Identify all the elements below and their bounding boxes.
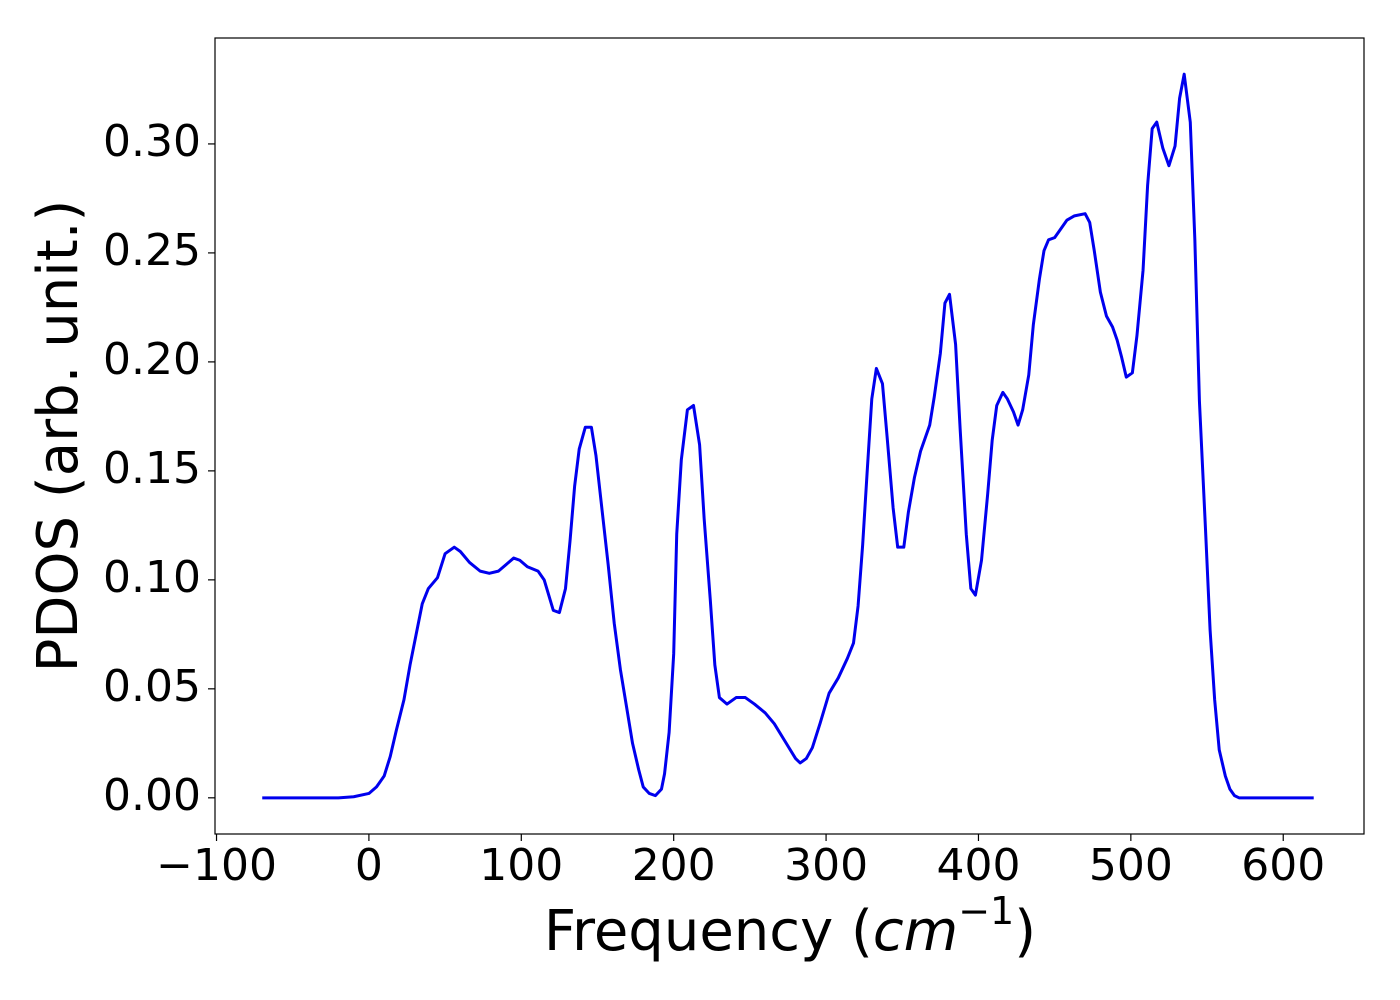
plot-frame — [214, 37, 1365, 835]
y-tick-label: 0.20 — [103, 334, 201, 385]
x-tick-label: 500 — [1089, 840, 1173, 891]
x-tick-label: 600 — [1241, 840, 1325, 891]
line-series — [262, 72, 1314, 800]
x-tick-label: 200 — [632, 840, 716, 891]
x-label-sup: −1 — [958, 889, 1014, 933]
y-tick-label: 0.10 — [103, 552, 201, 603]
x-tick-label: 100 — [479, 840, 563, 891]
y-tick-label: 0.15 — [103, 443, 201, 494]
x-tick-label: −100 — [156, 840, 277, 891]
x-tick-label: 400 — [936, 840, 1020, 891]
y-axis-label: PDOS (arb. unit.) — [26, 200, 91, 673]
x-tick-label: 0 — [355, 840, 383, 891]
x-axis-label: Frequency (cm−1) — [544, 889, 1036, 965]
y-tick-label: 0.30 — [103, 116, 201, 167]
x-label-math: cm — [873, 899, 958, 964]
x-label-close: ) — [1014, 899, 1036, 964]
y-tick-label: 0.00 — [103, 770, 201, 821]
x-tick-label: 300 — [784, 840, 868, 891]
x-label-text: Frequency ( — [544, 899, 873, 964]
y-tick-label: 0.25 — [103, 225, 201, 276]
y-tick-label: 0.05 — [103, 661, 201, 712]
